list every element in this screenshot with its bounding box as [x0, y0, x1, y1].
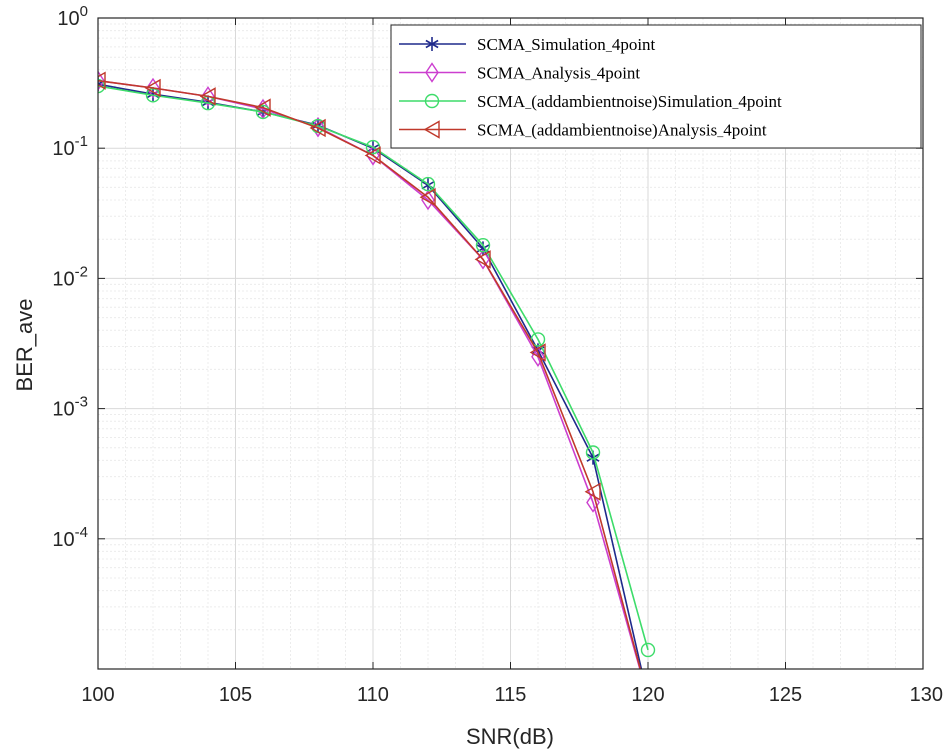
x-tick-label: 115	[495, 684, 527, 706]
x-tick-label: 100	[81, 684, 114, 706]
y-tick-exponent: -4	[75, 524, 88, 541]
legend-marker	[425, 37, 439, 51]
data-point	[529, 343, 546, 362]
legend-label: SCMA_Simulation_4point	[477, 35, 656, 54]
x-axis-label: SNR(dB)	[466, 724, 554, 749]
data-point	[364, 146, 381, 165]
y-tick-exponent: 0	[80, 3, 88, 20]
y-tick-label: 10-3	[52, 394, 88, 421]
y-tick-label: 10-1	[52, 133, 88, 160]
y-tick-exponent: -1	[75, 133, 88, 150]
series-line	[98, 85, 649, 651]
data-point	[309, 118, 326, 138]
legend-label-part: SCMA	[477, 64, 526, 83]
data-point	[474, 250, 491, 269]
series-layer	[98, 70, 656, 669]
data-point	[421, 189, 435, 211]
y-tick-label: 10-4	[52, 524, 88, 551]
y-tick-base: 10	[57, 8, 79, 30]
y-tick-base: 10	[52, 399, 74, 421]
data-point	[419, 188, 436, 207]
x-tick-label: 110	[357, 684, 389, 706]
legend-underscore: _	[590, 68, 598, 82]
legend-item: SCMA_Simulation_4point	[399, 35, 656, 54]
legend-label-part: Analysis	[531, 64, 591, 83]
y-tick-exponent: -3	[75, 394, 88, 411]
legend-marker	[423, 120, 440, 139]
data-point	[584, 482, 601, 501]
legend-box	[390, 24, 922, 149]
x-tick-label: 105	[219, 684, 252, 706]
data-point	[476, 249, 490, 270]
legend-label: SCMA_(addambientnoise)Simulation_4point	[477, 92, 782, 111]
legend-underscore: _	[524, 68, 532, 82]
legend-label-part: 4point	[738, 92, 782, 111]
legend-label-part: Simulation	[531, 35, 606, 54]
legend-label-part: 4point	[597, 64, 641, 83]
y-axis-label: BER_ave	[12, 299, 37, 392]
data-point	[640, 642, 656, 658]
legend-label-part: SCMA	[477, 92, 526, 111]
legend-underscore: _	[716, 125, 724, 139]
legend-marker	[425, 62, 439, 83]
y-tick-label: 100	[57, 3, 88, 30]
legend: SCMA_Simulation_4pointSCMA_Analysis_4poi…	[390, 24, 922, 149]
x-tick-label: 120	[631, 684, 664, 706]
legend-item: SCMA_(addambientnoise)Analysis_4point	[399, 120, 767, 140]
data-point	[98, 71, 106, 90]
series-4	[98, 71, 642, 669]
legend-label-part: 4point	[612, 35, 656, 54]
y-tick-base: 10	[52, 268, 74, 290]
legend-label: SCMA_Analysis_4point	[477, 64, 640, 83]
data-point	[199, 87, 216, 106]
legend-underscore: _	[524, 96, 532, 110]
legend-item: SCMA_Analysis_4point	[399, 62, 640, 83]
legend-underscore: _	[524, 125, 532, 139]
legend-underscore: _	[731, 96, 739, 110]
legend-underscore: _	[524, 39, 532, 53]
legend-label-part: 4point	[723, 121, 767, 140]
x-tick-label: 125	[769, 684, 802, 706]
series-line	[98, 79, 642, 669]
data-point	[420, 176, 436, 192]
data-point	[254, 98, 271, 117]
y-tick-exponent: -2	[75, 263, 88, 280]
legend-underscore: _	[605, 39, 613, 53]
x-tick-label: 130	[910, 684, 943, 706]
data-point	[475, 237, 491, 253]
data-point	[530, 332, 546, 347]
data-point	[201, 86, 215, 107]
legend-label-part: (addambientnoise)Analysis	[531, 121, 717, 140]
data-point	[585, 445, 601, 460]
y-tick-base: 10	[52, 138, 74, 160]
legend-label-part: SCMA	[477, 35, 526, 54]
legend-item: SCMA_(addambientnoise)Simulation_4point	[399, 92, 782, 111]
data-point	[586, 492, 600, 513]
data-point	[146, 77, 160, 99]
y-tick-base: 10	[52, 529, 74, 551]
data-point	[144, 78, 161, 98]
legend-label: SCMA_(addambientnoise)Analysis_4point	[477, 121, 767, 140]
legend-marker	[424, 93, 440, 109]
legend-label-part: (addambientnoise)Simulation	[531, 92, 733, 111]
data-point	[98, 70, 105, 91]
y-tick-label: 10-2	[52, 263, 88, 290]
legend-label-part: SCMA	[477, 121, 526, 140]
